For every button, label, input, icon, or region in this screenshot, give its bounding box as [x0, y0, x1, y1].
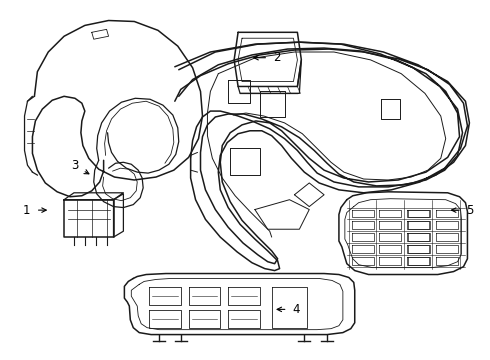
- Text: 1: 1: [22, 204, 30, 217]
- Text: 3: 3: [71, 159, 78, 172]
- Text: 2: 2: [273, 51, 280, 64]
- Text: 5: 5: [466, 204, 474, 217]
- Text: 4: 4: [292, 303, 299, 316]
